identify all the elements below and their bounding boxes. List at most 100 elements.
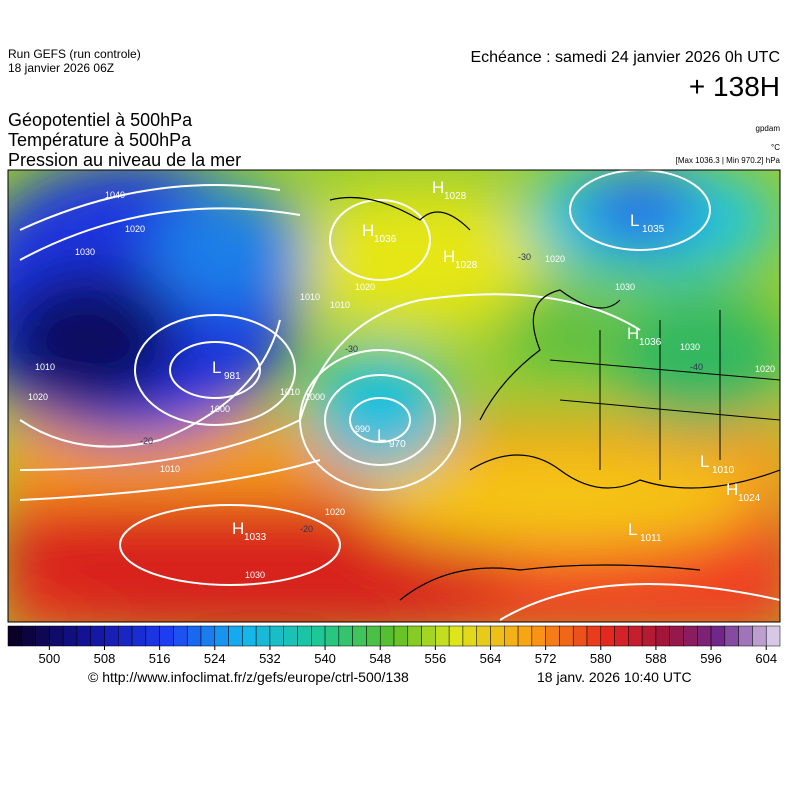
colorbar-cell	[269, 625, 284, 647]
colorbar-cell	[586, 625, 602, 647]
footer-stamp: 18 janv. 2026 10:40 UTC	[537, 669, 692, 685]
colorbar-cell	[600, 625, 615, 647]
center-letter: H	[726, 480, 738, 499]
isobar-label: 1010	[160, 464, 180, 474]
colorbar-cell	[752, 625, 767, 647]
colorbar-tick-label: 580	[590, 651, 612, 666]
colorbar: 500 508 516 524 532 540 548 556 564 572 580 588 596 6…	[7, 625, 781, 666]
colorbar-tick-label: 524	[204, 651, 226, 666]
colorbar-cell	[118, 625, 133, 647]
colorbar-cell	[62, 625, 78, 647]
colorbar-cell	[435, 625, 450, 647]
colorbar-cell	[765, 625, 781, 647]
center-letter: H	[443, 247, 455, 266]
isobar-label: 1020	[355, 282, 375, 292]
center-value: 1033	[244, 532, 267, 543]
colorbar-cell	[655, 625, 670, 647]
colorbar-cell	[159, 625, 174, 647]
colorbar-cell	[324, 625, 340, 647]
center-value: 1035	[642, 224, 665, 235]
colorbar-cell	[641, 625, 657, 647]
isobar-label: 1020	[125, 224, 145, 234]
colorbar-tick-label: 596	[700, 651, 722, 666]
colorbar-cell	[572, 625, 588, 647]
center-letter: L	[628, 520, 637, 539]
isobar-label: 1020	[755, 364, 775, 374]
isobar-label: 1010	[35, 362, 55, 372]
unit: gpdam	[756, 124, 781, 133]
isobar-label: 1030	[75, 247, 95, 257]
colorbar-tick-label: 556	[425, 651, 447, 666]
colorbar-cell	[21, 625, 36, 647]
center-letter: H	[362, 221, 374, 240]
field: Température à 500hPa	[8, 130, 192, 150]
colorbar-cell	[311, 625, 326, 647]
colorbar-cell	[545, 625, 560, 647]
center-letter: L	[700, 452, 709, 471]
colorbar-cell	[669, 625, 684, 647]
map-frame	[7, 169, 781, 623]
isobar-label: 1020	[325, 507, 345, 517]
colorbar-tick-label: 564	[480, 651, 502, 666]
colorbar-cell	[490, 625, 505, 647]
center-letter: H	[232, 519, 244, 538]
colorbar-cell	[710, 625, 726, 647]
valid-time: Echéance : samedi 24 janvier 2026 0h UTC	[470, 49, 780, 66]
colorbar-cell	[517, 625, 533, 647]
extremes: [Max 1036.3 | Min 970.2] hPa	[676, 156, 781, 165]
isobar-label: 1030	[680, 342, 700, 352]
colorbar-cell	[462, 625, 477, 647]
center-letter: H	[432, 178, 444, 197]
center-value: 1036	[639, 337, 662, 348]
colorbar-cell	[186, 625, 202, 647]
isobar-label: 1030	[615, 282, 635, 292]
center-value: 1028	[455, 260, 478, 271]
center-letter: L	[377, 426, 386, 445]
isobar-label: 1010	[300, 292, 320, 302]
center-value: 1036	[374, 234, 397, 245]
isobar-label: 1000	[305, 392, 325, 402]
isobar-label: 1010	[280, 387, 300, 397]
unit: °C	[771, 143, 780, 152]
isobar-label: 1010	[330, 300, 350, 310]
colorbar-tick-label: 516	[149, 651, 171, 666]
colorbar-cell	[683, 625, 698, 647]
colorbar-cell	[628, 625, 643, 647]
center-value: 1011	[640, 533, 662, 544]
colorbar-cell	[448, 625, 464, 647]
colorbar-cell	[200, 625, 216, 647]
colorbar-tick-label: 588	[645, 651, 667, 666]
colorbar-cell	[35, 625, 50, 647]
center-value: 1024	[738, 493, 761, 504]
run-date: 18 janvier 2026 06Z	[8, 61, 114, 75]
map	[8, 170, 780, 622]
field: Pression au niveau de la mer	[8, 150, 241, 170]
colorbar-cell	[173, 625, 188, 647]
colorbar-cell	[697, 625, 712, 647]
isotherm-label: -40	[690, 362, 703, 372]
colorbar-cell	[228, 625, 243, 647]
isobar-label: 990	[355, 424, 370, 434]
colorbar-cell	[421, 625, 436, 647]
colorbar-tick-label: 540	[314, 651, 336, 666]
colorbar-cell	[393, 625, 409, 647]
colorbar-cell	[104, 625, 119, 647]
lead-time: + 138H	[689, 71, 780, 102]
colorbar-cell	[476, 625, 491, 647]
colorbar-cell	[407, 625, 422, 647]
isotherm-label: -30	[518, 252, 531, 262]
center-letter: L	[630, 211, 639, 230]
center-letter: H	[627, 324, 639, 343]
isotherm-label: -20	[140, 436, 153, 446]
colorbar-cell	[738, 625, 753, 647]
colorbar-cell	[614, 625, 629, 647]
center-letter: L	[212, 358, 221, 377]
colorbar-tick-label: 604	[755, 651, 777, 666]
colorbar-tick-label: 548	[369, 651, 391, 666]
colorbar-tick-label: 500	[39, 651, 61, 666]
colorbar-cell	[255, 625, 271, 647]
colorbar-cell	[7, 625, 23, 647]
colorbar-tick-label: 508	[94, 651, 116, 666]
isobar-label: 1030	[245, 570, 265, 580]
center-value: 970	[389, 439, 406, 450]
